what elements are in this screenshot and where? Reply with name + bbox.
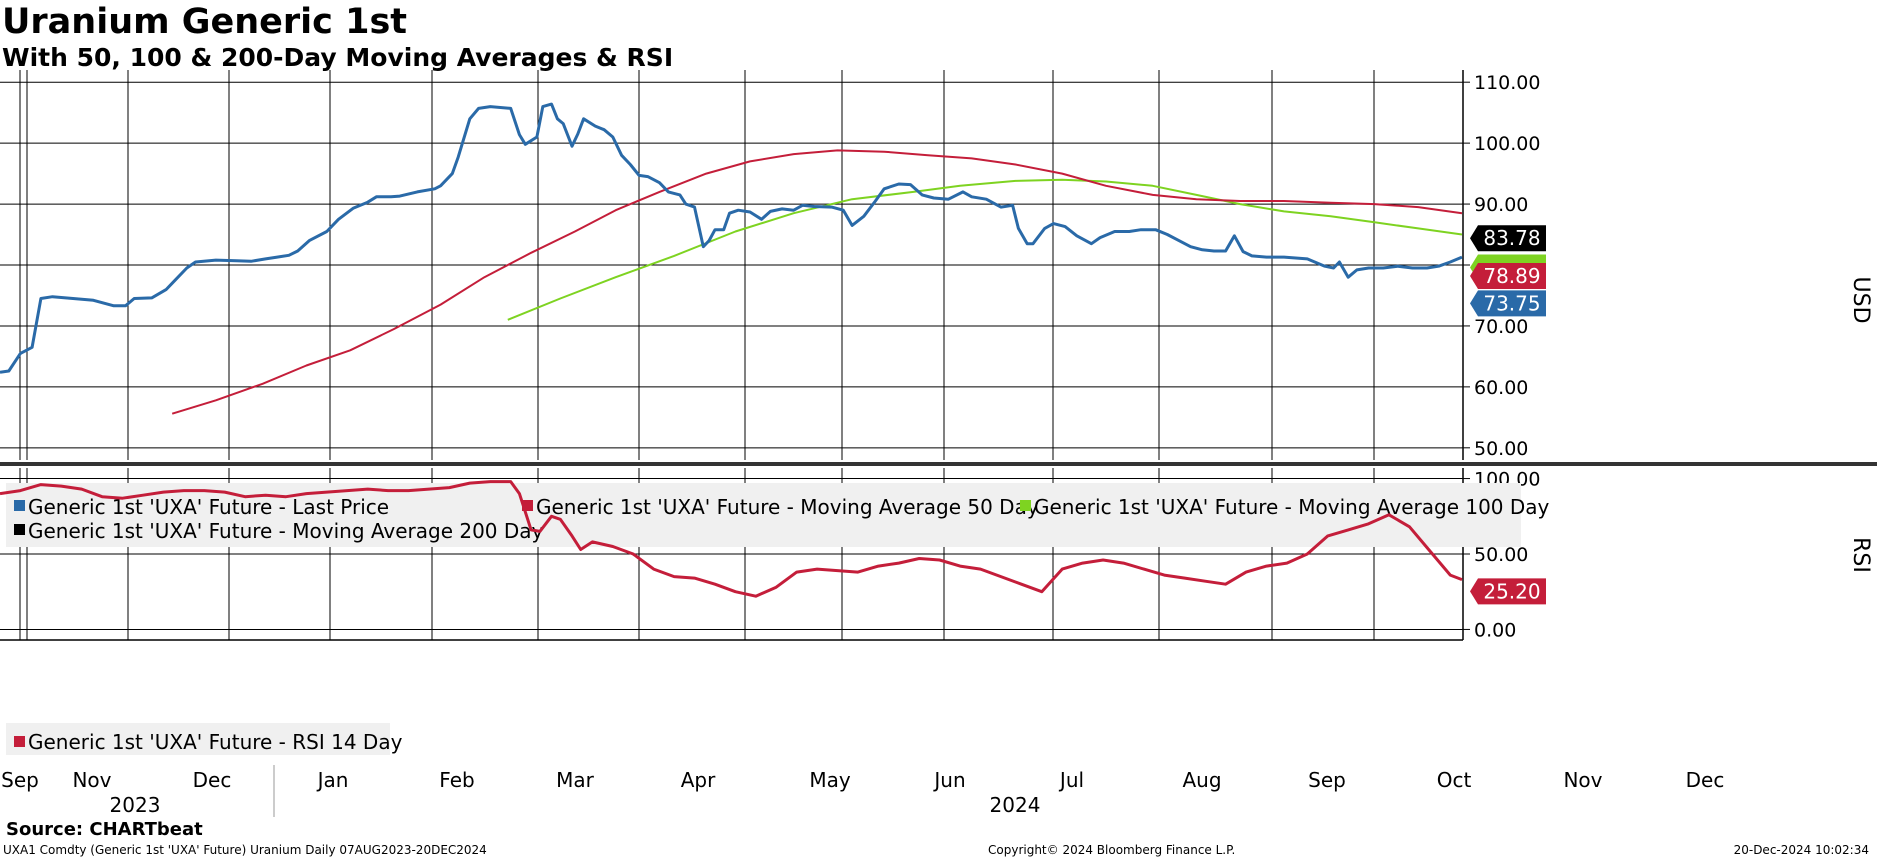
legend-label: Generic 1st 'UXA' Future - RSI 14 Day (28, 730, 403, 754)
ma50-value-tag-bg (1470, 262, 1546, 289)
y-tick-label: 100.00 (1474, 133, 1540, 155)
rsi-value-tag-text: 25.20 (1483, 579, 1540, 603)
series-lines (0, 102, 1463, 598)
legend-label: Generic 1st 'UXA' Future - Moving Averag… (28, 519, 544, 543)
x-month-label: Dec (1686, 768, 1725, 792)
x-month-label: May (809, 768, 851, 792)
panel-separator (0, 462, 1877, 466)
x-year-label: 2023 (110, 793, 161, 817)
footer-security-info: UXA1 Comdty (Generic 1st 'UXA' Future) U… (3, 843, 487, 857)
x-month-label: Aug (1182, 768, 1221, 792)
chart-title: Uranium Generic 1st (2, 2, 408, 42)
x-month-label: Jan (316, 768, 349, 792)
price-line (0, 102, 1463, 374)
ma200-value-tag: 83.78 (1470, 225, 1546, 252)
x-month-label: Jun (932, 768, 965, 792)
ma50-value-tag: 78.89 (1470, 262, 1546, 289)
y-tick-label: 50.00 (1474, 438, 1528, 460)
x-month-label: Nov (1563, 768, 1602, 792)
x-month-label: Mar (556, 768, 595, 792)
axes: 110.00100.0090.0080.0070.0060.0050.00100… (0, 70, 1877, 817)
y-tick-label: 110.00 (1474, 72, 1540, 94)
x-month-label: Feb (439, 768, 474, 792)
legend-swatch (14, 524, 25, 535)
legend-swatch (1020, 500, 1031, 511)
legend-swatch (14, 736, 25, 747)
price-value-tag-text: 73.75 (1483, 291, 1540, 315)
ma50-value-tag-text: 78.89 (1483, 264, 1540, 288)
last-value-labels: 83.78 78.89 73.75 25.20 (1470, 225, 1546, 605)
y-tick-label: 90.00 (1474, 194, 1528, 216)
x-month-label: Sep (1308, 768, 1346, 792)
ma100-line (507, 178, 1463, 321)
x-month-label: Nov (72, 768, 111, 792)
legend-label: Generic 1st 'UXA' Future - Moving Averag… (1034, 495, 1550, 519)
x-month-label: Jul (1058, 768, 1084, 792)
rsi-value-tag-bg (1470, 578, 1546, 605)
ma50-line (171, 149, 1463, 415)
x-year-label: 2024 (990, 793, 1041, 817)
price-value-tag: 73.75 (1470, 290, 1546, 317)
legend-background (6, 723, 390, 755)
legend-label: Generic 1st 'UXA' Future - Moving Averag… (536, 495, 1039, 519)
footer-timestamp: 20-Dec-2024 10:02:34 (1733, 843, 1869, 857)
legend-swatch (14, 500, 25, 511)
y-tick-label: 60.00 (1474, 377, 1528, 399)
y-axis-label: RSI (1848, 537, 1873, 573)
x-month-label: Dec (193, 768, 232, 792)
legend-background (6, 483, 1521, 547)
x-month-label: Apr (681, 768, 716, 792)
rsi-value-tag: 25.20 (1470, 578, 1546, 605)
x-month-label: Oct (1437, 768, 1472, 792)
price-legend: Generic 1st 'UXA' Future - Last Price Gen… (6, 483, 1550, 547)
x-month-label: Sep (1, 768, 39, 792)
legend-swatch (522, 500, 533, 511)
y-tick-label: 0.00 (1474, 619, 1516, 641)
rsi-legend: Generic 1st 'UXA' Future - RSI 14 Day (6, 723, 403, 755)
source-note: Source: CHARTbeat (6, 819, 203, 840)
rsi-line (0, 480, 1463, 598)
legend-label: Generic 1st 'UXA' Future - Last Price (28, 495, 389, 519)
ma200-value-tag-text: 83.78 (1483, 226, 1540, 250)
footer-copyright: Copyright© 2024 Bloomberg Finance L.P. (988, 843, 1236, 857)
price-value-tag-bg (1470, 290, 1546, 317)
grid (0, 70, 1462, 640)
ma200-value-tag-bg (1470, 225, 1546, 252)
y-axis-label: USD (1848, 276, 1873, 323)
chart-subtitle: With 50, 100 & 200-Day Moving Averages &… (2, 43, 674, 72)
y-tick-label: 70.00 (1474, 316, 1528, 338)
y-tick-label: 50.00 (1474, 544, 1528, 566)
